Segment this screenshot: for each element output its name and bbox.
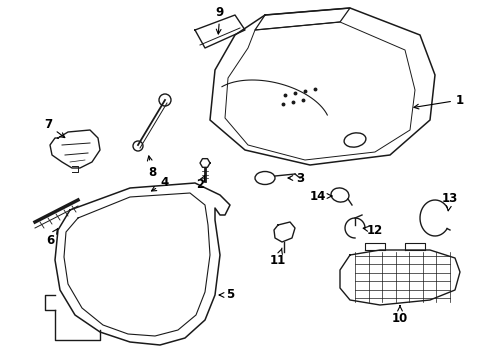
Text: 6: 6 — [46, 228, 58, 247]
Text: 10: 10 — [391, 306, 407, 324]
Text: 13: 13 — [441, 192, 457, 211]
Text: 5: 5 — [219, 288, 234, 302]
Text: 14: 14 — [309, 189, 331, 202]
Text: 3: 3 — [287, 171, 304, 184]
Text: 4: 4 — [151, 176, 169, 191]
Text: 11: 11 — [269, 248, 285, 266]
Text: 7: 7 — [44, 118, 64, 138]
Text: 2: 2 — [196, 176, 204, 192]
Text: 9: 9 — [215, 5, 224, 34]
Text: 12: 12 — [363, 224, 382, 237]
Text: 8: 8 — [147, 156, 156, 179]
Text: 1: 1 — [413, 94, 463, 109]
